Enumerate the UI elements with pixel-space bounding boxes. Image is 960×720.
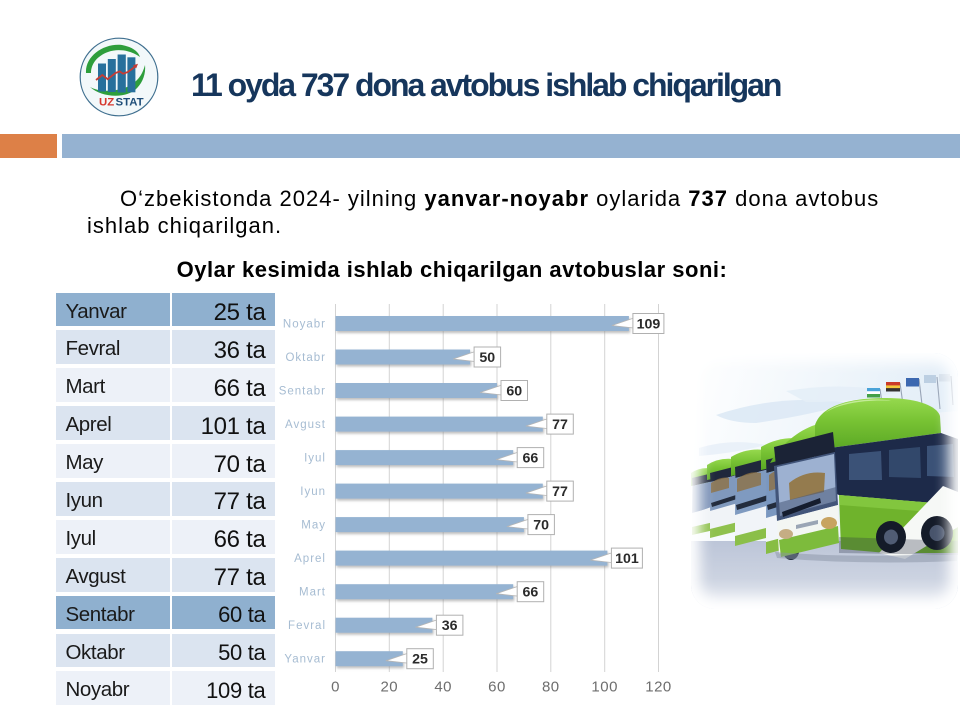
svg-text:Fevral: Fevral xyxy=(288,620,326,632)
svg-text:Iyun: Iyun xyxy=(300,486,326,498)
svg-text:77: 77 xyxy=(552,417,568,433)
svg-text:101: 101 xyxy=(615,551,639,567)
svg-text:STAT: STAT xyxy=(116,97,144,109)
svg-text:40: 40 xyxy=(434,679,452,696)
svg-text:66: 66 xyxy=(523,585,539,601)
svg-text:Iyul: Iyul xyxy=(304,453,326,465)
svg-text:109: 109 xyxy=(637,316,661,332)
svg-text:Avgust: Avgust xyxy=(285,419,326,431)
svg-text:60: 60 xyxy=(506,383,522,399)
svg-text:0: 0 xyxy=(331,679,340,696)
svg-text:80: 80 xyxy=(542,679,560,696)
svg-text:66: 66 xyxy=(523,450,539,466)
svg-text:20: 20 xyxy=(380,679,398,696)
svg-text:Oktabr: Oktabr xyxy=(285,352,326,364)
svg-text:100: 100 xyxy=(591,679,618,696)
svg-text:Sentabr: Sentabr xyxy=(279,386,326,398)
svg-text:50: 50 xyxy=(479,350,495,366)
svg-text:UZ: UZ xyxy=(99,97,114,109)
svg-text:36: 36 xyxy=(442,618,458,634)
svg-text:Noyabr: Noyabr xyxy=(283,319,326,331)
svg-text:77: 77 xyxy=(552,484,568,500)
svg-text:Yanvar: Yanvar xyxy=(284,654,326,666)
svg-text:25: 25 xyxy=(412,652,428,668)
svg-text:Aprel: Aprel xyxy=(294,553,326,565)
svg-text:Mart: Mart xyxy=(299,587,326,599)
svg-text:May: May xyxy=(301,520,326,532)
svg-text:120: 120 xyxy=(645,679,672,696)
svg-text:60: 60 xyxy=(488,679,506,696)
svg-text:70: 70 xyxy=(533,517,549,533)
